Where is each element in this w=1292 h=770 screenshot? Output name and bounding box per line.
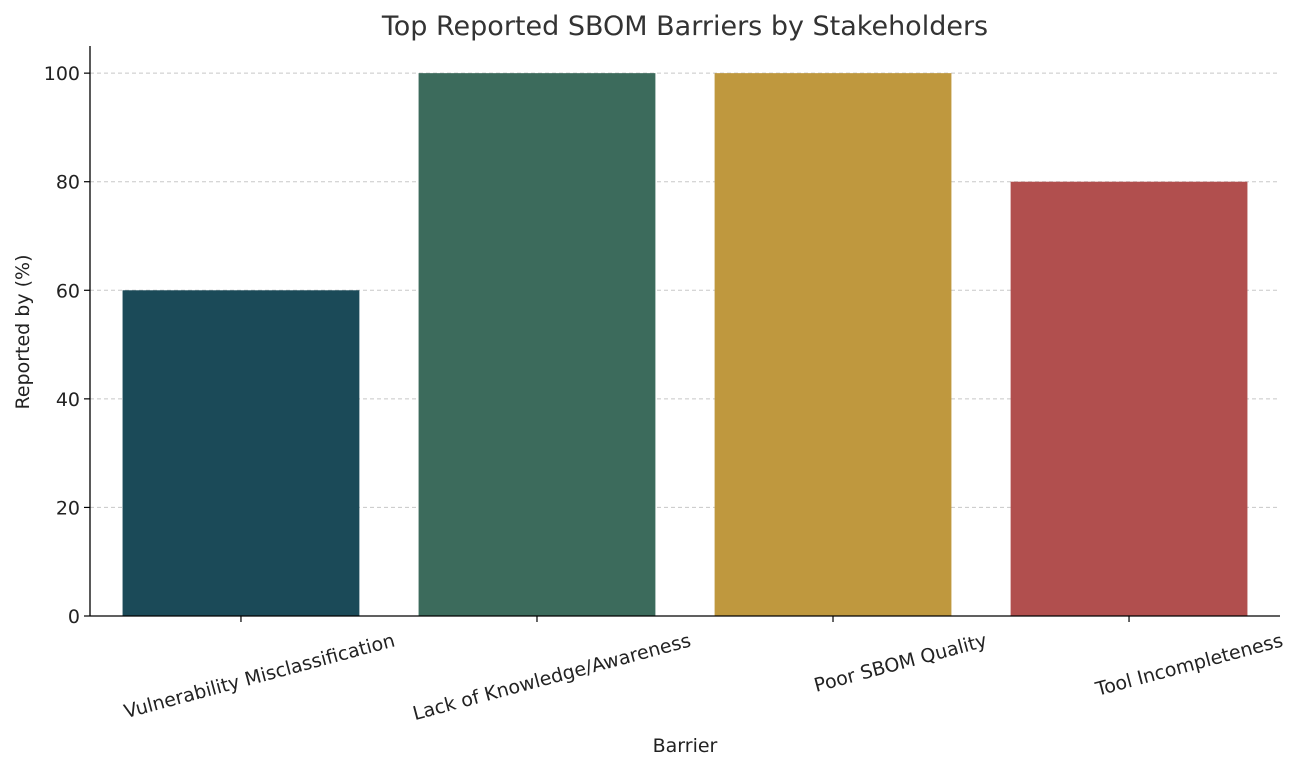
y-tick-label: 60 <box>56 280 80 302</box>
x-tick-label: Vulnerability Misclassification <box>122 630 398 724</box>
bars <box>122 73 1248 616</box>
y-axis-label: Reported by (%) <box>12 255 34 410</box>
bar <box>418 73 656 616</box>
x-axis-label: Barrier <box>653 735 718 757</box>
x-tick-label: Lack of Knowledge/Awareness <box>410 630 693 726</box>
y-tick-label: 0 <box>68 606 80 628</box>
x-tick-label: Tool Incompleteness <box>1092 630 1285 701</box>
axes <box>89 46 1280 617</box>
bar <box>714 73 952 616</box>
x-tick-label: Poor SBOM Quality <box>812 630 990 697</box>
y-tick-label: 100 <box>44 63 80 85</box>
y-tick-label: 40 <box>56 389 80 411</box>
chart-title: Top Reported SBOM Barriers by Stakeholde… <box>381 11 988 42</box>
y-tick-label: 20 <box>56 497 80 519</box>
y-tick-label: 80 <box>56 172 80 194</box>
bar <box>1010 181 1248 616</box>
y-ticks: 0 20 40 60 80 100 <box>44 63 90 628</box>
x-ticks: Vulnerability Misclassification Lack of K… <box>122 616 1285 726</box>
bar <box>122 290 360 616</box>
